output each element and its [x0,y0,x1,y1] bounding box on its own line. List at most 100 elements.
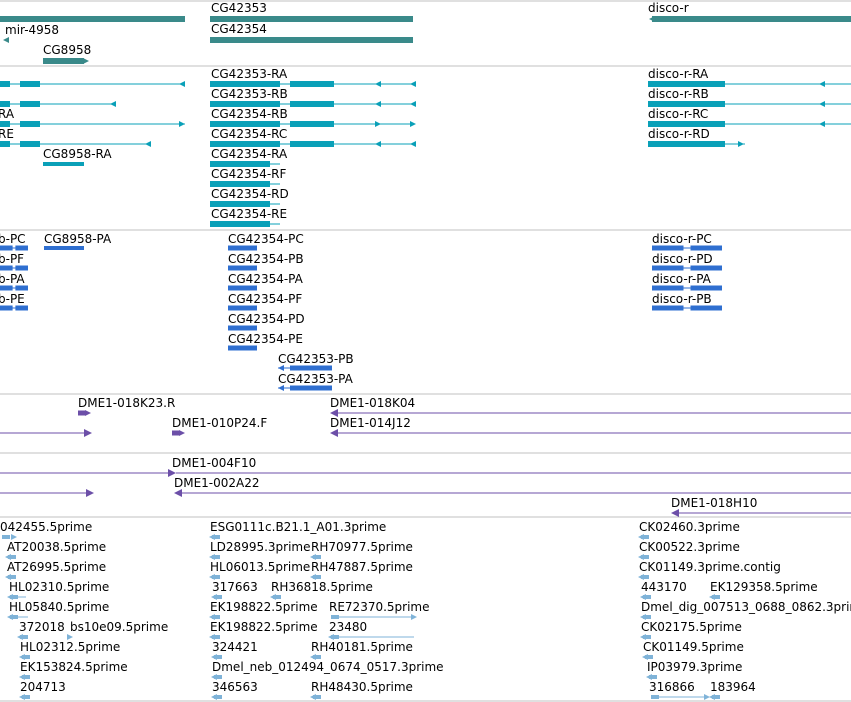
feature-bar[interactable] [290,121,334,127]
feature-bar[interactable] [15,265,28,271]
feature-label[interactable]: 316866 [649,680,695,694]
feature-label[interactable]: 346563 [212,680,258,694]
feature-bar[interactable] [228,285,257,291]
feature-label[interactable]: CG42354-PA [228,272,304,286]
feature-bar[interactable] [15,285,28,291]
feature-label[interactable]: DME1-018K23.R [78,396,175,410]
feature-label[interactable]: 317663 [212,580,258,594]
feature-label[interactable]: CG8958-RA [43,147,112,161]
feature-bar[interactable] [0,141,10,147]
feature-label[interactable]: CG42354-RE [211,207,287,221]
feature-label[interactable]: DME1-018K04 [330,396,415,410]
feature-label[interactable]: CG8958-PA [44,232,112,246]
feature-bar[interactable] [210,221,270,227]
feature-bar[interactable] [212,535,220,539]
feature-label[interactable]: CG42353-PB [278,352,354,366]
feature-label[interactable]: RH48430.5prime [311,680,413,694]
feature-label[interactable]: EK198822.5prime [210,600,318,614]
feature-label[interactable]: RE72370.5prime [329,600,430,614]
feature-label[interactable]: CG42354-PB [228,252,304,266]
feature-label[interactable]: b-PA [0,272,25,286]
feature-label[interactable]: disco-r [648,1,689,15]
feature-bar[interactable] [228,265,257,271]
feature-label[interactable]: 324421 [212,640,258,654]
feature-label[interactable]: DME1-010P24.F [172,416,267,430]
feature-bar[interactable] [212,615,220,619]
feature-label[interactable]: CG42353 [211,1,267,15]
feature-bar[interactable] [643,635,651,639]
feature-label[interactable]: 443170 [641,580,687,594]
feature-bar[interactable] [313,555,321,559]
feature-bar[interactable] [652,16,851,22]
feature-label[interactable]: RH47887.5prime [311,560,413,574]
feature-label[interactable]: LD28995.3prime [210,540,311,554]
feature-label[interactable]: EK198822.5prime [210,620,318,634]
feature-label[interactable]: b-PE [0,292,25,306]
feature-bar[interactable] [210,81,280,87]
feature-label[interactable]: RA [0,107,15,121]
feature-bar[interactable] [648,141,725,147]
feature-bar[interactable] [290,81,334,87]
feature-bar[interactable] [214,675,222,679]
feature-label[interactable]: RH36818.5prime [271,580,373,594]
feature-label[interactable]: CG42353-RB [211,87,288,101]
feature-label[interactable]: ESG0111c.B21.1_A01.3prime [210,520,386,534]
feature-bar[interactable] [43,162,84,166]
feature-label[interactable]: CK01149.5prime [643,640,744,654]
feature-bar[interactable] [20,635,28,639]
feature-bar[interactable] [172,430,180,436]
feature-label[interactable]: CG42354 [211,22,267,36]
feature-label[interactable]: b-PF [0,252,24,266]
feature-bar[interactable] [313,655,321,659]
feature-bar[interactable] [0,265,13,271]
feature-label[interactable]: DME1-002A22 [174,476,260,490]
feature-label[interactable]: DME1-004F10 [172,456,256,470]
feature-bar[interactable] [290,365,332,371]
feature-label[interactable]: EK129358.5prime [710,580,818,594]
feature-bar[interactable] [0,245,13,251]
feature-bar[interactable] [652,305,684,311]
feature-bar[interactable] [290,101,334,107]
feature-label[interactable]: CG8958 [43,43,91,57]
feature-bar[interactable] [712,595,720,599]
feature-label[interactable]: CG42354-PE [228,332,303,346]
feature-label[interactable]: HL06013.5prime [210,560,310,574]
feature-label[interactable]: b-PC [0,232,26,246]
feature-label[interactable]: CG42354-RF [211,167,287,181]
feature-label[interactable]: IP03979.3prime [647,660,742,674]
feature-label[interactable]: CG42354-RA [211,147,288,161]
feature-bar[interactable] [641,575,649,579]
feature-label[interactable]: disco-r-RB [648,87,709,101]
feature-label[interactable]: CG42354-PD [228,312,305,326]
feature-bar[interactable] [0,101,10,107]
feature-bar[interactable] [10,615,18,619]
feature-bar[interactable] [0,305,13,311]
feature-label[interactable]: DME1-018H10 [671,496,757,510]
feature-label[interactable]: CG42354-PC [228,232,304,246]
feature-bar[interactable] [212,575,220,579]
feature-bar[interactable] [43,58,84,64]
feature-bar[interactable] [690,285,723,291]
feature-label[interactable]: RH40181.5prime [311,640,413,654]
feature-label[interactable]: AT20038.5prime [7,540,106,554]
feature-bar[interactable] [210,161,270,167]
feature-label[interactable]: HL02310.5prime [9,580,109,594]
feature-bar[interactable] [8,575,16,579]
feature-bar[interactable] [643,595,651,599]
feature-label[interactable]: CK00522.3prime [639,540,740,554]
feature-bar[interactable] [78,410,86,416]
feature-bar[interactable] [20,81,40,87]
feature-bar[interactable] [648,101,725,107]
feature-label[interactable]: AT26995.5prime [7,560,106,574]
feature-bar[interactable] [210,141,280,147]
feature-label[interactable]: Dmel_neb_012494_0674_0517.3prime [212,660,444,674]
feature-bar[interactable] [652,285,684,291]
feature-label[interactable]: disco-r-PB [652,292,712,306]
feature-bar[interactable] [0,285,13,291]
feature-bar[interactable] [712,695,720,699]
feature-bar[interactable] [20,121,40,127]
feature-label[interactable]: 042455.5prime [0,520,92,534]
feature-label[interactable]: 183964 [710,680,756,694]
feature-label[interactable]: CK02460.3prime [639,520,740,534]
feature-bar[interactable] [690,265,723,271]
